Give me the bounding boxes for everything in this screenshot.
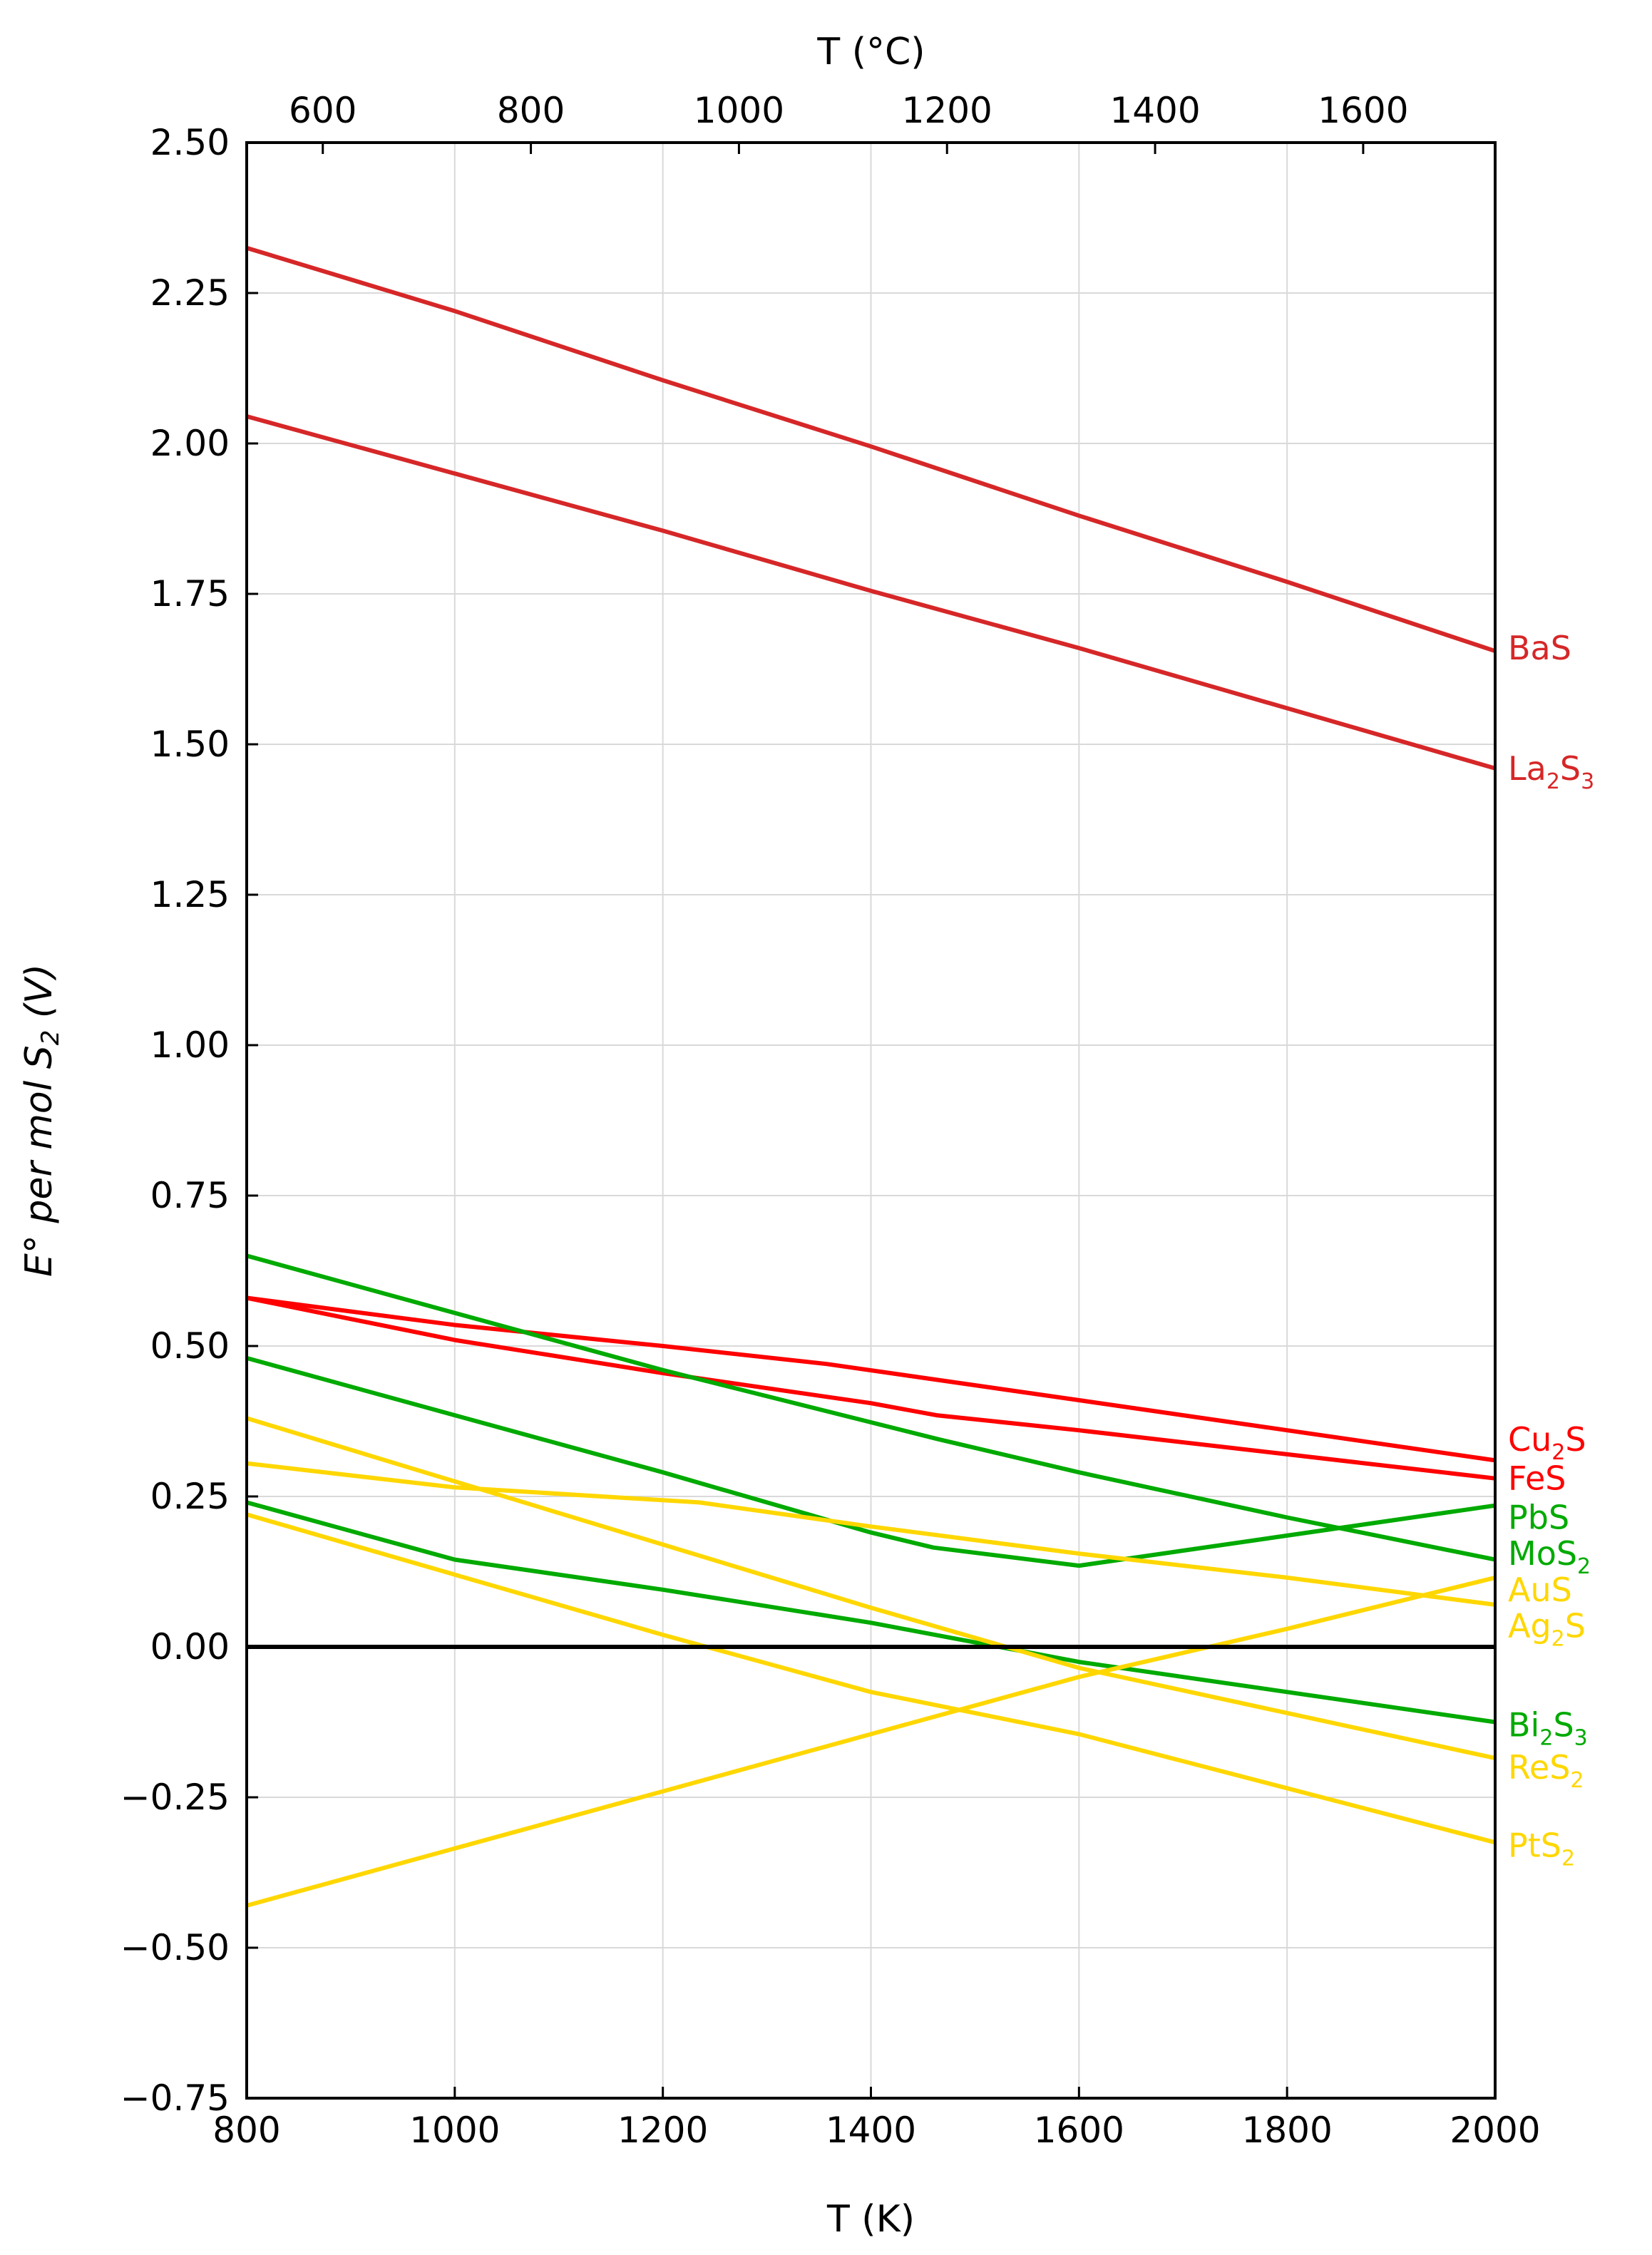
series-line-bi2s3 [246, 1253, 1496, 1562]
top-x-tick-label: 1600 [1318, 90, 1408, 131]
y-axis-title-main: E° per mol S [18, 1045, 61, 1277]
y-tick-label: −0.75 [120, 2077, 230, 2119]
y-tick-label: 2.25 [150, 272, 230, 314]
series-label-mos2: MoS2 [1508, 1534, 1591, 1579]
y-tick-label: −0.25 [120, 1777, 230, 1818]
tick-layer: 800 1000 1200 1400 1600 1800 2000 −0.75 −0.50 −0.… [120, 90, 1541, 2151]
y-axis-title-subscript: 2 [36, 1030, 65, 1046]
series-label-res2: ReS2 [1508, 1748, 1584, 1793]
series-line-bas [246, 245, 1496, 654]
series-line-aus [246, 1575, 1496, 1908]
series-line-cu2s [246, 1295, 1496, 1463]
y-tick-label: 1.50 [150, 724, 230, 765]
series-line-pts2 [246, 1512, 1496, 1845]
x-tick-label: 1200 [617, 2110, 708, 2151]
y-tick-label: 0.25 [150, 1476, 230, 1517]
series-line-fes [246, 1295, 1496, 1481]
series-label-la2s3: La2S3 [1508, 749, 1594, 794]
series-line-mos2 [246, 1356, 1496, 1568]
series-line-ag2s [246, 1461, 1496, 1607]
series-label-bas: BaS [1508, 629, 1571, 667]
x-tick-label: 1600 [1034, 2110, 1124, 2151]
y-tick-label: 0.50 [150, 1325, 230, 1367]
y-tick-label: 1.25 [150, 874, 230, 915]
x-tick-label: 2000 [1450, 2110, 1540, 2151]
y-tick-label: 0.75 [150, 1175, 230, 1216]
x-tick-label: 1400 [826, 2110, 916, 2151]
top-x-tick-label: 600 [289, 90, 356, 131]
top-x-tick-label: 800 [497, 90, 565, 131]
series-line-la2s3 [246, 414, 1496, 771]
top-x-tick-label: 1200 [902, 90, 992, 131]
series-label-ag2s: Ag2S [1508, 1606, 1586, 1651]
series-label-bi2s3: Bi2S3 [1508, 1706, 1588, 1751]
series-label-pbs: PbS [1508, 1499, 1569, 1537]
y-tick-label: −0.50 [120, 1927, 230, 1968]
x-tick-label: 1000 [409, 2110, 500, 2151]
y-axis-title: E° per mol S2 (V) [18, 964, 65, 1277]
y-tick-label: 1.75 [150, 573, 230, 615]
top-x-tick-label: 1000 [694, 90, 784, 131]
y-tick-label: 2.50 [150, 122, 230, 163]
series-line-res2 [246, 1416, 1496, 1761]
top-axis-title: T (°C) [816, 31, 925, 73]
x-axis-title: T (K) [826, 2198, 915, 2241]
y-tick-label: 1.00 [150, 1024, 230, 1066]
y-axis-title-unit: (V) [18, 964, 61, 1030]
series-line-pbs [246, 1500, 1496, 1725]
x-tick-label: 800 [212, 2110, 280, 2151]
x-tick-label: 1800 [1242, 2110, 1333, 2151]
series-label-pts2: PtS2 [1508, 1827, 1575, 1871]
top-x-tick-label: 1400 [1109, 90, 1200, 131]
y-tick-label: 2.00 [150, 423, 230, 464]
y-tick-label: 0.00 [150, 1626, 230, 1668]
series-label-fes: FeS [1508, 1459, 1566, 1498]
series-layer [246, 245, 1496, 1908]
series-label-cu2s: Cu2S [1508, 1420, 1586, 1465]
series-label-aus: AuS [1508, 1571, 1572, 1609]
